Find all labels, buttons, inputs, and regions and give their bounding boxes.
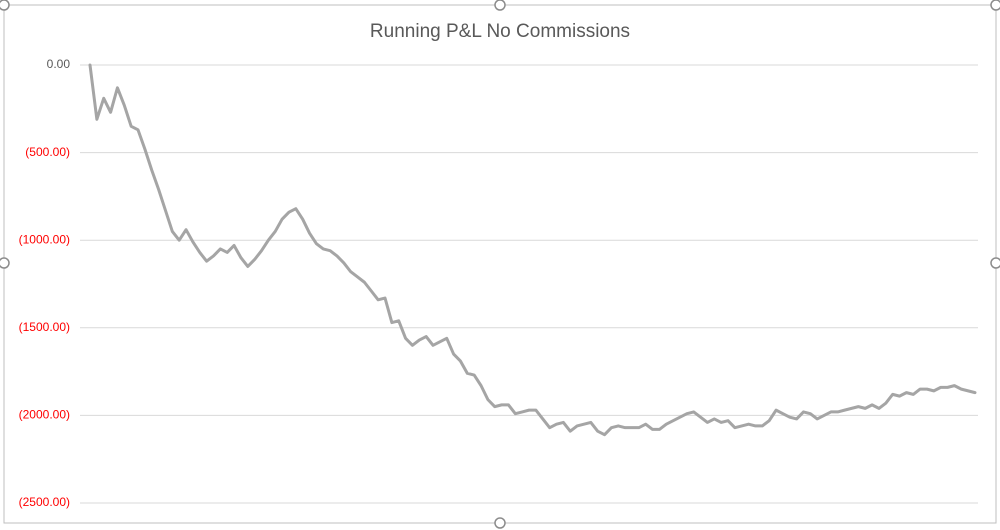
resize-handle[interactable] xyxy=(0,0,10,11)
y-tick-label: (1000.00) xyxy=(19,232,70,246)
resize-handle[interactable] xyxy=(0,257,10,269)
resize-handle[interactable] xyxy=(494,517,506,529)
chart-title: Running P&L No Commissions xyxy=(370,21,630,42)
y-tick-label: (500.00) xyxy=(25,145,70,159)
y-tick-label: (1500.00) xyxy=(19,320,70,334)
resize-handle[interactable] xyxy=(494,0,506,11)
data-line xyxy=(88,63,977,437)
y-tick-label: (2000.00) xyxy=(19,408,70,422)
resize-handle[interactable] xyxy=(990,257,1000,269)
y-tick-label: 0.00 xyxy=(47,57,71,71)
resize-handle[interactable] xyxy=(990,0,1000,11)
plot-area: 0.00 (500.00) (1000.00) (1500.00) (2000.00) (… xyxy=(19,57,978,509)
y-tick-label: (2500.00) xyxy=(19,495,70,509)
